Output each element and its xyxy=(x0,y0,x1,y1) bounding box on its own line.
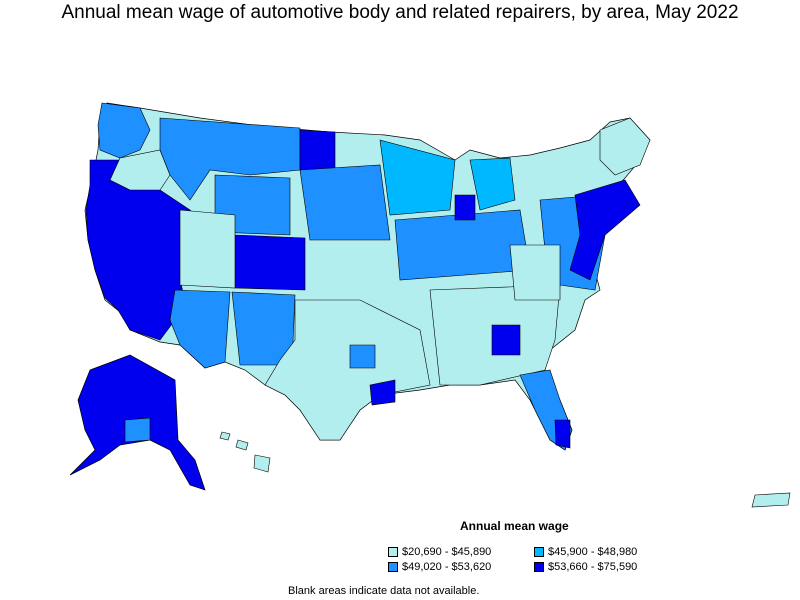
legend-swatch-2 xyxy=(534,547,544,557)
map-title: Annual mean wage of automotive body and … xyxy=(61,2,739,23)
region-utah xyxy=(179,209,236,289)
region-michigan xyxy=(469,157,516,211)
legend-item-1: $20,690 - $45,890 xyxy=(388,546,491,558)
region-south-florida xyxy=(554,419,571,449)
region-atlanta xyxy=(491,324,521,356)
region-north-dakota xyxy=(299,129,336,171)
region-colorado xyxy=(234,234,306,291)
region-northeast-corridor xyxy=(569,179,641,281)
legend-label-3: $49,020 - $53,620 xyxy=(402,561,492,573)
region-hawaii-1 xyxy=(219,431,231,441)
region-appalachia xyxy=(509,244,561,301)
region-chicago xyxy=(454,194,476,221)
region-alaska-south xyxy=(124,417,151,443)
data-note: Blank areas indicate data not available. xyxy=(288,585,480,597)
legend-item-2: $45,900 - $48,980 xyxy=(534,546,637,558)
region-houston xyxy=(369,379,396,406)
legend-swatch-3 xyxy=(388,562,398,572)
region-hawaii-3 xyxy=(253,454,271,473)
legend-swatch-1 xyxy=(388,547,398,557)
region-hawaii-2 xyxy=(235,439,249,451)
region-pacific-northwest xyxy=(97,102,151,159)
region-dallas xyxy=(349,344,376,369)
legend-label-4: $53,660 - $75,590 xyxy=(548,561,638,573)
region-minnesota-wisconsin xyxy=(379,139,456,216)
legend-title: Annual mean wage xyxy=(460,519,569,533)
legend-label-2: $45,900 - $48,980 xyxy=(548,546,638,558)
region-new-england xyxy=(599,117,651,176)
legend-item-3: $49,020 - $53,620 xyxy=(388,561,491,573)
region-great-plains xyxy=(299,164,391,241)
region-texas xyxy=(264,299,431,441)
legend-label-1: $20,690 - $45,890 xyxy=(402,546,492,558)
region-puerto-rico xyxy=(751,492,791,508)
legend-swatch-4 xyxy=(534,562,544,572)
region-arizona xyxy=(169,289,231,369)
legend-item-4: $53,660 - $75,590 xyxy=(534,561,637,573)
